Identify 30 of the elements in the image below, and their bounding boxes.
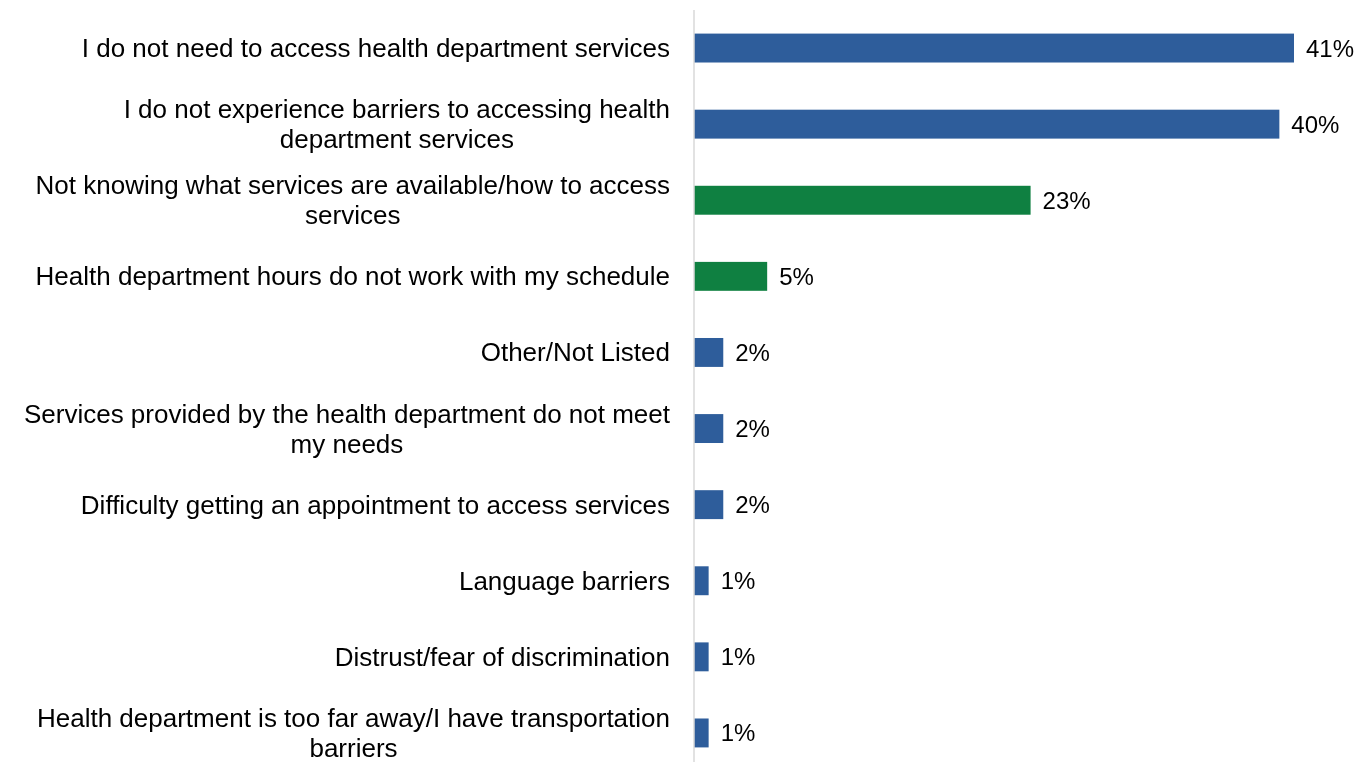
y-tick-label: Health department is too far away/I have transportation barriers	[36, 702, 670, 762]
bar	[694, 261, 768, 291]
y-tick-label: I do not experience barriers to accessing health department services	[123, 94, 671, 155]
data-label: 1%	[720, 643, 756, 671]
bar	[694, 718, 709, 748]
bar	[694, 33, 1294, 63]
data-label: 40%	[1291, 110, 1340, 138]
y-tick-label: Difficulty getting an appointment to access services	[80, 489, 670, 520]
y-tick-label: I do not need to access health department services	[81, 33, 671, 64]
bar	[694, 642, 709, 672]
data-label: 1%	[720, 719, 756, 747]
data-label: 2%	[735, 338, 770, 366]
bar	[694, 109, 1280, 139]
data-label: 23%	[1042, 186, 1091, 214]
bar	[694, 337, 724, 367]
y-tick-label: Distrust/fear of discrimination	[334, 641, 671, 672]
y-tick-label: Not knowing what services are available/how to access services	[35, 170, 671, 231]
y-tick-label: Language barriers	[458, 565, 671, 596]
y-tick-label: Services provided by the health department do not meet my needs	[23, 398, 671, 459]
bar	[694, 414, 724, 444]
y-tick-label: Health department hours do not work with my schedule	[35, 261, 670, 292]
data-label: 5%	[779, 262, 814, 290]
bar	[694, 490, 724, 520]
data-label: 2%	[735, 491, 770, 519]
bar	[694, 185, 1031, 215]
data-label: 41%	[1306, 34, 1355, 62]
bar	[694, 566, 709, 596]
data-label: 1%	[720, 567, 756, 595]
y-tick-label: Other/Not Listed	[480, 337, 670, 368]
data-label: 2%	[735, 415, 770, 443]
